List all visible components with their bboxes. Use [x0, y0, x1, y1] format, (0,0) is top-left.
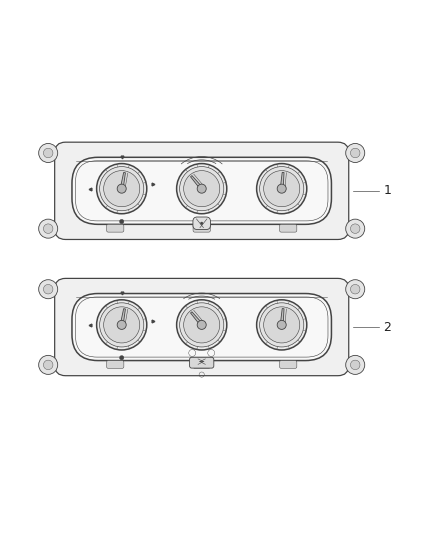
Circle shape [43, 360, 53, 370]
Polygon shape [280, 172, 284, 191]
Circle shape [350, 224, 360, 233]
Circle shape [43, 224, 53, 233]
Circle shape [197, 184, 206, 193]
Polygon shape [191, 175, 205, 191]
FancyBboxPatch shape [193, 224, 210, 232]
Circle shape [184, 307, 220, 343]
Circle shape [99, 303, 144, 347]
Circle shape [43, 285, 53, 294]
Circle shape [39, 356, 58, 374]
Circle shape [177, 300, 227, 350]
Circle shape [99, 167, 144, 211]
Circle shape [201, 222, 203, 224]
Circle shape [350, 285, 360, 294]
FancyBboxPatch shape [106, 360, 124, 368]
Circle shape [104, 171, 140, 207]
Circle shape [350, 360, 360, 370]
Circle shape [346, 143, 365, 163]
Circle shape [39, 219, 58, 238]
Circle shape [277, 320, 286, 329]
FancyBboxPatch shape [55, 142, 349, 239]
Circle shape [97, 300, 147, 350]
FancyBboxPatch shape [72, 294, 332, 360]
Circle shape [177, 164, 227, 214]
Circle shape [257, 164, 307, 214]
Circle shape [346, 280, 365, 298]
Circle shape [117, 320, 126, 329]
FancyBboxPatch shape [55, 278, 349, 376]
Polygon shape [120, 309, 125, 328]
Circle shape [264, 171, 300, 207]
FancyBboxPatch shape [190, 357, 214, 368]
Circle shape [257, 300, 307, 350]
Circle shape [350, 148, 360, 158]
FancyBboxPatch shape [193, 217, 211, 230]
FancyBboxPatch shape [106, 224, 124, 232]
FancyBboxPatch shape [72, 157, 332, 224]
Circle shape [43, 148, 53, 158]
Circle shape [184, 171, 220, 207]
Circle shape [120, 220, 124, 224]
Circle shape [346, 219, 365, 238]
Circle shape [260, 167, 304, 211]
Circle shape [346, 356, 365, 374]
Polygon shape [280, 309, 284, 327]
Polygon shape [191, 312, 205, 328]
Circle shape [277, 184, 286, 193]
Text: 1: 1 [383, 184, 391, 197]
Polygon shape [120, 173, 125, 191]
FancyBboxPatch shape [279, 360, 297, 368]
Circle shape [180, 303, 224, 347]
Circle shape [264, 307, 300, 343]
Circle shape [97, 164, 147, 214]
Circle shape [104, 307, 140, 343]
Circle shape [39, 143, 58, 163]
Circle shape [180, 167, 224, 211]
Circle shape [197, 320, 206, 329]
Circle shape [120, 356, 124, 360]
Text: 2: 2 [383, 320, 391, 334]
FancyBboxPatch shape [193, 360, 210, 368]
Circle shape [260, 303, 304, 347]
Circle shape [39, 280, 58, 298]
FancyBboxPatch shape [279, 224, 297, 232]
Circle shape [117, 184, 126, 193]
